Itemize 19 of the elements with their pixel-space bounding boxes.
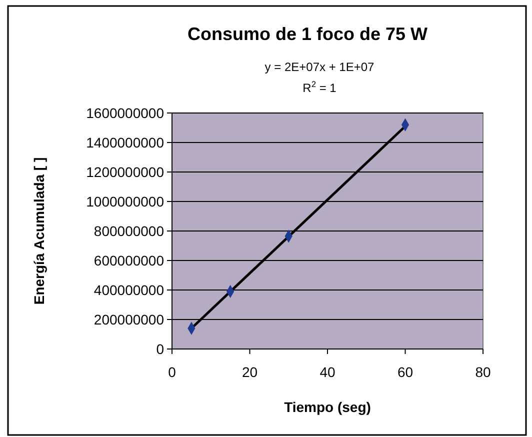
chart-title: Consumo de 1 foco de 75 W <box>187 24 428 44</box>
y-tick-label: 200000000 <box>94 311 164 328</box>
y-tick-label: 1000000000 <box>86 193 164 210</box>
x-axis-title: Tiempo (seg) <box>284 399 371 415</box>
y-tick-label: 600000000 <box>94 252 164 268</box>
y-tick-label: 1400000000 <box>86 134 164 150</box>
x-tick-label: 60 <box>397 364 414 380</box>
y-axis-title: Energía Acumulada [ ] <box>31 157 47 305</box>
x-tick-label: 40 <box>320 364 336 380</box>
y-tick-label: 1600000000 <box>86 104 164 121</box>
y-tick-label: 1200000000 <box>86 164 164 180</box>
x-tick-label: 20 <box>242 364 258 380</box>
y-tick-label: 0 <box>156 340 164 357</box>
x-tick-label: 0 <box>168 364 176 380</box>
y-tick-label: 800000000 <box>94 222 164 239</box>
text: y = 2E+07x + 1E+07 <box>264 60 375 74</box>
y-tick-label: 400000000 <box>94 282 164 298</box>
text: R$^{2}$ = 1 <box>302 79 337 95</box>
x-tick-label: 80 <box>475 364 491 380</box>
